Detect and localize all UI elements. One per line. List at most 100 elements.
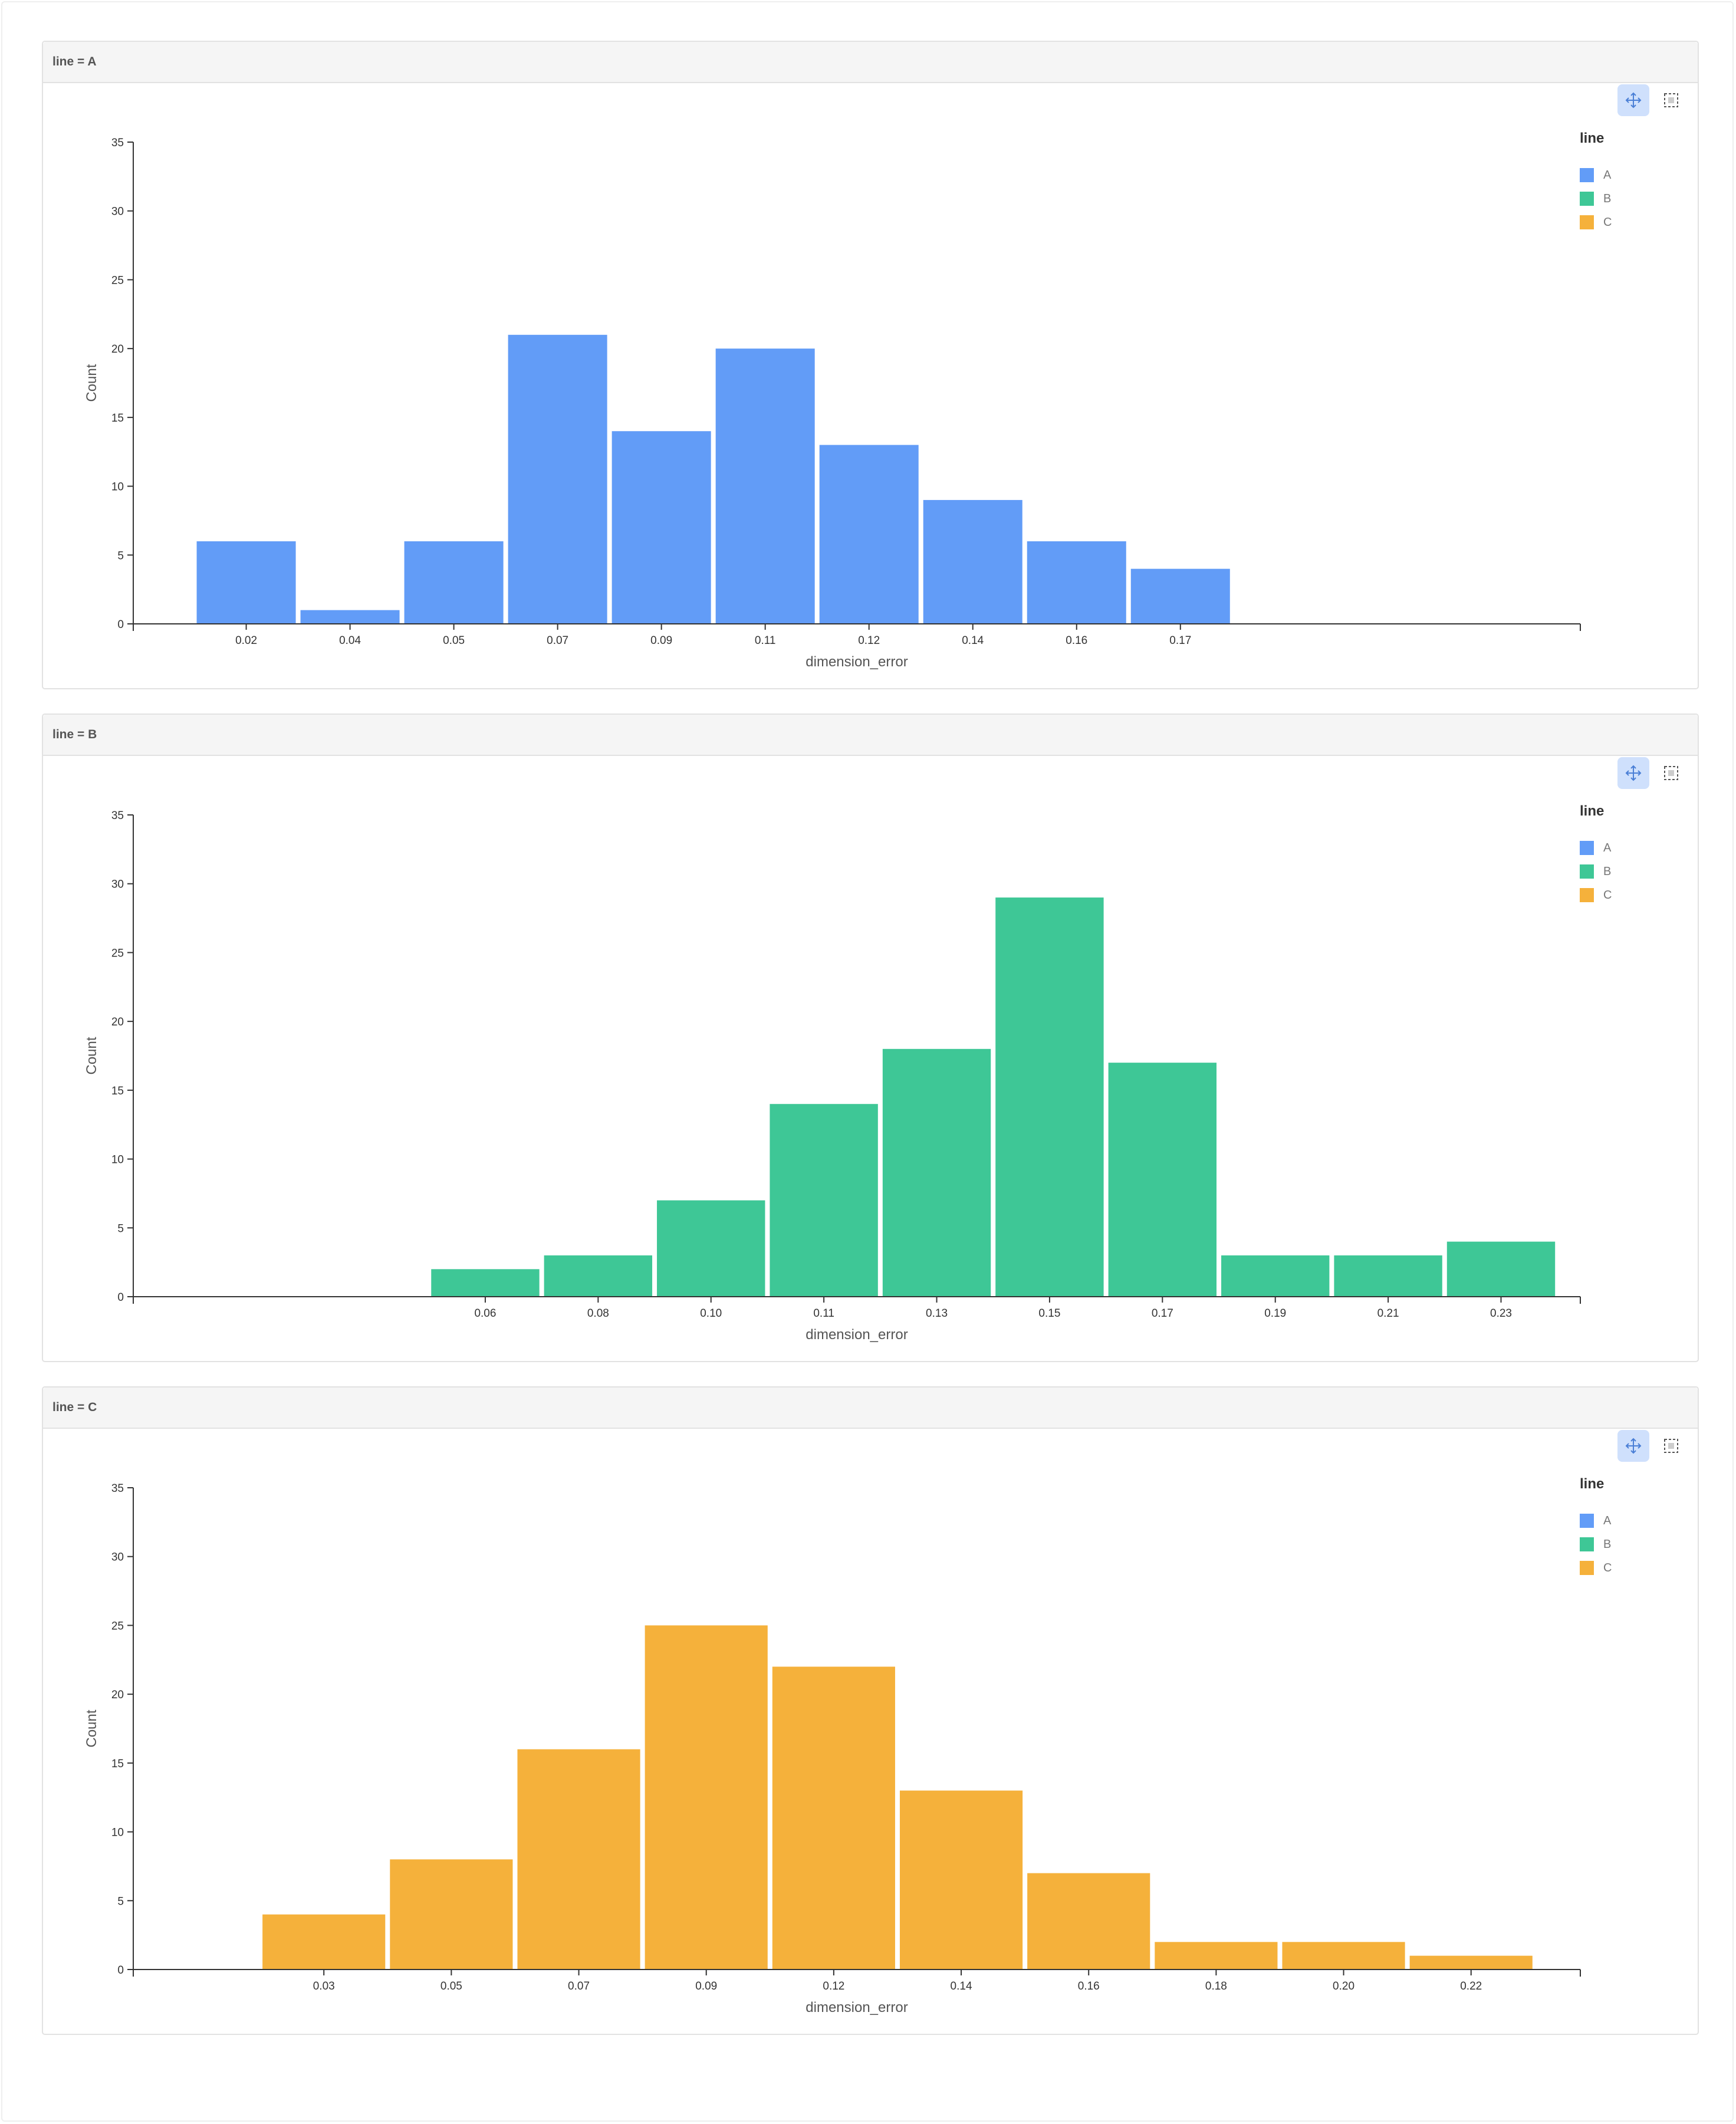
- legend: line A B C: [1580, 130, 1650, 234]
- y-tick-label: 35: [111, 810, 124, 822]
- y-tick-label: 20: [111, 1689, 124, 1701]
- legend-swatch: [1580, 215, 1594, 229]
- x-tick-label: 0.09: [650, 634, 672, 647]
- bar: [508, 334, 607, 624]
- legend: line A B C: [1580, 1476, 1650, 1580]
- legend-swatch: [1580, 192, 1594, 206]
- bar: [1282, 1942, 1405, 1970]
- x-tick-label: 0.07: [547, 634, 568, 647]
- y-tick-label: 35: [111, 137, 124, 149]
- legend-item[interactable]: B: [1580, 187, 1650, 211]
- x-tick-label: 0.06: [474, 1307, 496, 1320]
- bar: [404, 541, 504, 624]
- legend-swatch: [1580, 888, 1594, 902]
- bar: [431, 1269, 540, 1297]
- bar: [882, 1048, 991, 1297]
- bar: [1334, 1255, 1442, 1297]
- y-axis-label: Count: [84, 1709, 100, 1747]
- x-axis-label: dimension_error: [805, 2000, 908, 2016]
- x-tick-label: 0.21: [1377, 1307, 1399, 1320]
- histogram-chart: 0 5 10 15 20 25 30 35 0.06 0.08 0.10 0.11 0.13 0.15 0.…: [84, 810, 1581, 1343]
- facet-title: line = C: [52, 1400, 97, 1414]
- legend-item[interactable]: A: [1580, 1509, 1650, 1533]
- facet-panel: line = B 0 5 10 15 20 25 30 35 0.06 0.08 0.10 0.11 0.…: [42, 714, 1699, 1362]
- facet-panel: line = C 0 5 10 15 20 25 30 35 0.03 0.05 0.07 0.09 0.…: [42, 1386, 1699, 2035]
- legend-label: C: [1603, 215, 1612, 229]
- legend-item[interactable]: C: [1580, 211, 1650, 234]
- bar: [995, 897, 1104, 1297]
- legend-item[interactable]: C: [1580, 883, 1650, 907]
- facet-title: line = B: [52, 728, 97, 741]
- legend-swatch: [1580, 168, 1594, 182]
- y-tick-label: 15: [111, 1758, 124, 1770]
- y-tick-label: 0: [117, 1964, 124, 1977]
- y-tick-label: 5: [117, 1895, 124, 1908]
- bar: [1108, 1063, 1217, 1297]
- legend-item[interactable]: A: [1580, 836, 1650, 860]
- histogram-chart: 0 5 10 15 20 25 30 35 0.03 0.05 0.07 0.09 0.12 0.14 0.…: [84, 1482, 1581, 2016]
- x-tick-label: 0.05: [440, 1980, 462, 1993]
- bar: [611, 431, 711, 624]
- bar: [645, 1625, 768, 1970]
- y-tick-label: 20: [111, 1016, 124, 1028]
- legend-swatch: [1580, 841, 1594, 855]
- x-tick-label: 0.14: [951, 1980, 972, 1993]
- bar: [544, 1255, 653, 1297]
- x-tick-label: 0.14: [962, 634, 984, 647]
- bar: [657, 1200, 765, 1297]
- x-tick-label: 0.15: [1038, 1307, 1060, 1320]
- x-tick-label: 0.10: [700, 1307, 722, 1320]
- x-tick-label: 0.11: [755, 634, 776, 647]
- legend-item[interactable]: A: [1580, 163, 1650, 187]
- x-tick-label: 0.04: [339, 634, 361, 647]
- y-axis-label: Count: [84, 364, 100, 402]
- bar: [1027, 1873, 1150, 1970]
- legend-title: line: [1580, 1476, 1605, 1492]
- box-select-icon: [1664, 766, 1678, 780]
- x-axis-label: dimension_error: [805, 1327, 908, 1343]
- bar: [517, 1749, 640, 1970]
- legend-label: B: [1603, 1537, 1612, 1551]
- legend-title: line: [1580, 803, 1605, 819]
- y-tick-label: 30: [111, 879, 124, 891]
- box-select-tool-button[interactable]: [1655, 84, 1687, 116]
- legend-swatch: [1580, 1561, 1594, 1575]
- box-select-tool-button[interactable]: [1655, 1430, 1687, 1462]
- y-tick-label: 20: [111, 343, 124, 356]
- x-tick-label: 0.11: [813, 1307, 834, 1320]
- box-select-tool-button[interactable]: [1655, 757, 1687, 789]
- legend-label: A: [1603, 168, 1612, 182]
- y-tick-label: 10: [111, 1827, 124, 1839]
- pan-tool-button[interactable]: [1617, 1430, 1649, 1462]
- legend: line A B C: [1580, 803, 1650, 907]
- legend-item[interactable]: C: [1580, 1556, 1650, 1580]
- chart-toolbar: [1617, 1430, 1682, 1464]
- legend-label: A: [1603, 1514, 1612, 1527]
- bar: [772, 1666, 895, 1970]
- legend-label: C: [1603, 1561, 1612, 1574]
- pan-icon: [1625, 1438, 1642, 1454]
- pan-tool-button[interactable]: [1617, 757, 1649, 789]
- y-tick-label: 5: [117, 550, 124, 562]
- legend-item[interactable]: B: [1580, 860, 1650, 883]
- x-tick-label: 0.19: [1264, 1307, 1286, 1320]
- y-tick-label: 30: [111, 1551, 124, 1564]
- bar: [899, 1790, 1023, 1970]
- bar: [1446, 1241, 1556, 1297]
- legend-label: A: [1603, 841, 1612, 854]
- facet-title: line = A: [52, 55, 97, 68]
- y-tick-label: 0: [117, 1291, 124, 1304]
- bar: [923, 499, 1022, 624]
- y-tick-label: 25: [111, 947, 124, 959]
- bar: [390, 1859, 513, 1970]
- legend-label: C: [1603, 888, 1612, 902]
- y-tick-label: 5: [117, 1222, 124, 1235]
- legend-swatch: [1580, 864, 1594, 879]
- pan-tool-button[interactable]: [1617, 84, 1649, 116]
- y-tick-label: 15: [111, 1085, 124, 1097]
- legend-label: B: [1603, 864, 1612, 878]
- x-tick-label: 0.09: [695, 1980, 717, 1993]
- histogram-chart: 0 5 10 15 20 25 30 35 0.02 0.04 0.05 0.07 0.09 0.11 0.…: [84, 137, 1581, 670]
- legend-item[interactable]: B: [1580, 1533, 1650, 1556]
- facet-header: line = A: [43, 42, 1698, 83]
